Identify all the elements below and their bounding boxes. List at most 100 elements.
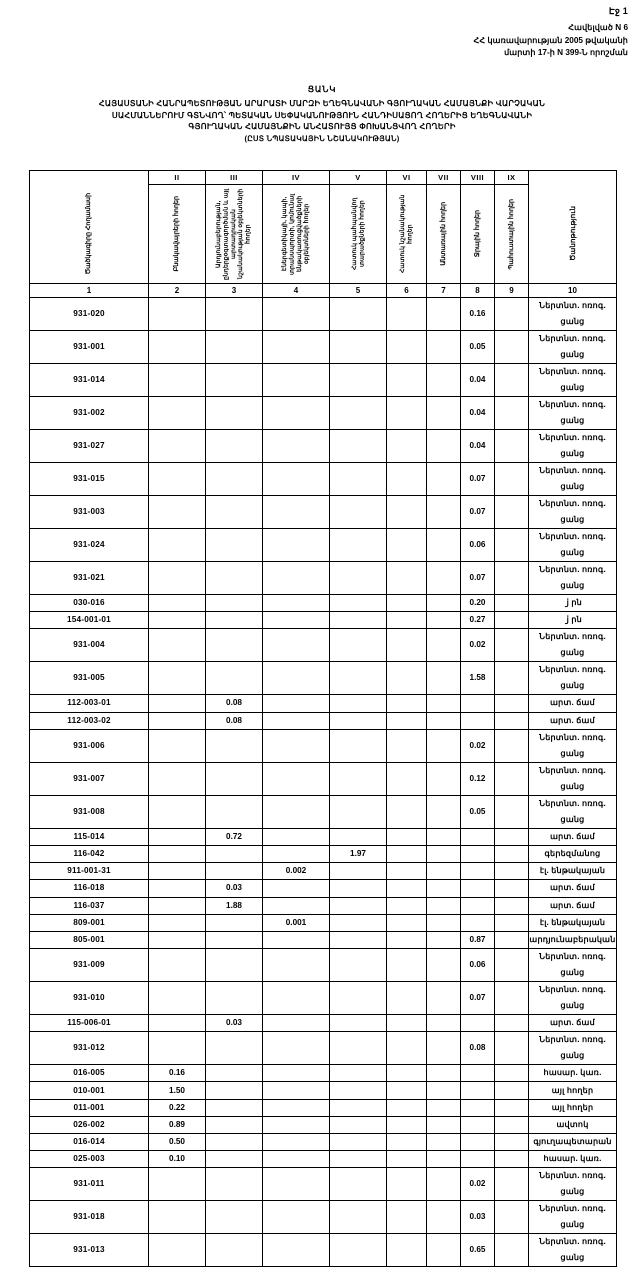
cell-note: արտ. ճամ [528, 827, 617, 846]
cell-value-col-6 [386, 429, 427, 463]
table-row: 016-005 0.16 հասար. կառ. [29, 1064, 617, 1083]
table-row: 931-011 0.02 Ներտնտ. ոռոգ. ցանց [29, 1167, 617, 1202]
cell-value-col-7 [426, 1132, 461, 1152]
cell-code: 116-018 [29, 879, 149, 898]
cell-value-col-6 [386, 694, 427, 713]
cell-value-col-8: 0.87 [460, 930, 495, 950]
land-allocation-table: II III IV V VI VII VIII IX Ծածկագիրը Հող… [29, 170, 617, 1267]
cell-value-col-8: 0.02 [460, 1167, 495, 1202]
cell-value-col-5 [329, 694, 387, 713]
cell-value-col-2 [148, 930, 206, 950]
cell-value-col-9 [494, 593, 529, 613]
cell-value-col-8: 0.12 [460, 761, 495, 796]
cell-value-col-9 [494, 1098, 529, 1117]
cell-value-col-4 [262, 794, 330, 829]
cell-value-col-2 [148, 1233, 206, 1267]
cell-value-col-8: 0.06 [460, 528, 495, 562]
cell-value-col-4 [262, 330, 330, 364]
cell-value-col-4 [262, 711, 330, 730]
cell-value-col-5 [329, 981, 387, 1016]
cell-value-col-7 [426, 862, 461, 881]
cell-value-col-3 [205, 1098, 263, 1117]
cell-value-col-3 [205, 1167, 263, 1202]
cell-code: 931-010 [29, 981, 149, 1016]
cell-value-col-5 [329, 879, 387, 898]
cell-value-col-2 [148, 862, 206, 881]
roman-col-7: VII [426, 170, 461, 185]
cell-value-col-3 [205, 1115, 263, 1135]
cell-value-col-2: 0.50 [148, 1132, 206, 1152]
cell-value-col-8 [460, 1150, 495, 1169]
cell-value-col-5 [329, 728, 387, 763]
cell-value-col-6 [386, 1014, 427, 1033]
table-row: 116-037 1.88 արտ. ճամ [29, 896, 617, 915]
cell-value-col-2 [148, 879, 206, 898]
cell-value-col-5 [329, 429, 387, 463]
cell-value-col-3 [205, 528, 263, 562]
cell-value-col-6 [386, 396, 427, 430]
cell-value-col-4 [262, 611, 330, 630]
cell-note: Ներտնտ. ոռոգ. ցանց [528, 661, 617, 696]
title-subtitle: (ԸՍՏ ՆՊԱՏԱԿԱՅԻՆ ՆՇԱՆԱԿՈՒԹՅԱՆ) [244, 133, 400, 143]
table-row: 931-004 0.02 Ներտնտ. ոռոգ. ցանց [29, 628, 617, 663]
cell-value-col-6 [386, 728, 427, 763]
cell-value-col-7 [426, 462, 461, 496]
cell-value-col-8 [460, 694, 495, 713]
roman-col-8: VIII [460, 170, 495, 185]
cell-value-col-2 [148, 561, 206, 595]
cell-value-col-6 [386, 661, 427, 696]
cell-value-col-8 [460, 1098, 495, 1117]
cell-value-col-6 [386, 1167, 427, 1202]
cell-value-col-4 [262, 1081, 330, 1100]
cell-value-col-9 [494, 879, 529, 898]
cell-value-col-2 [148, 1031, 206, 1066]
cell-value-col-9 [494, 728, 529, 763]
cell-value-col-3 [205, 661, 263, 696]
cell-note: Ներտնտ. ոռոգ. ցանց [528, 330, 617, 364]
column-number-8: 8 [460, 283, 495, 298]
cell-value-col-9 [494, 396, 529, 430]
cell-code: 931-005 [29, 661, 149, 696]
title-line-2: ՍԱՀՄԱՆՆԵՐՈՒՄ ԳՏՆՎՈՂ՝ ՊԵՏԱԿԱՆ ՍԵՓԱԿԱՆՈՒԹՅ… [111, 110, 533, 120]
cell-value-col-5 [329, 1200, 387, 1235]
cell-note: Ներտնտ. ոռոգ. ցանց [528, 363, 617, 397]
cell-value-col-9 [494, 297, 529, 331]
cell-note: արդյունաբերական [528, 930, 617, 950]
reference-line-1: Հավելված N 6 [568, 23, 628, 32]
cell-code: 010-001 [29, 1081, 149, 1100]
cell-value-col-5 [329, 913, 387, 932]
cell-value-col-9 [494, 1064, 529, 1083]
page-number: Էջ 1 [608, 6, 628, 16]
cell-value-col-7 [426, 561, 461, 595]
cell-value-col-3: 0.03 [205, 1014, 263, 1033]
cell-value-col-2 [148, 611, 206, 630]
cell-value-col-6 [386, 981, 427, 1016]
cell-note: ｊրն [528, 593, 617, 613]
cell-code: 116-037 [29, 896, 149, 915]
cell-value-col-4 [262, 1031, 330, 1066]
cell-value-col-3 [205, 1031, 263, 1066]
cell-value-col-3: 0.72 [205, 827, 263, 846]
cell-value-col-3 [205, 1233, 263, 1267]
column-number-10: 10 [528, 283, 617, 298]
cell-value-col-3 [205, 396, 263, 430]
cell-value-col-5 [329, 1233, 387, 1267]
cell-code: 931-020 [29, 297, 149, 331]
cell-value-col-5 [329, 896, 387, 915]
cell-value-col-8 [460, 1115, 495, 1135]
table-row: 931-001 0.05 Ներտնտ. ոռոգ. ցանց [29, 330, 617, 364]
cell-value-col-9 [494, 862, 529, 881]
cell-value-col-3 [205, 930, 263, 950]
cell-value-col-2 [148, 896, 206, 915]
cell-value-col-4 [262, 1167, 330, 1202]
table-row: 116-018 0.03 արտ. ճամ [29, 879, 617, 898]
cell-value-col-7 [426, 711, 461, 730]
cell-value-col-7 [426, 593, 461, 613]
cell-value-col-5 [329, 827, 387, 846]
cell-value-col-2 [148, 297, 206, 331]
table-row: 931-009 0.06 Ներտնտ. ոռոգ. ցանց [29, 948, 617, 983]
cell-value-col-8: 0.20 [460, 593, 495, 613]
cell-value-col-9 [494, 628, 529, 663]
cell-note: Ներտնտ. ոռոգ. ցանց [528, 528, 617, 562]
table-row: 911-001-31 0.002 էլ. ենթակայան [29, 862, 617, 881]
